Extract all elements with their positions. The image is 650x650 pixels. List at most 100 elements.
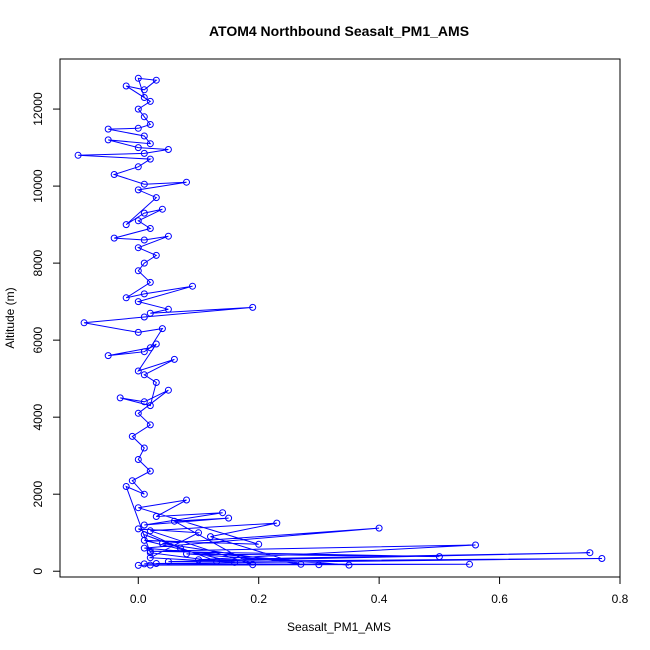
data-point [80,319,88,327]
data-point [146,554,154,562]
data-point [140,290,148,298]
y-tick-label: 4000 [31,404,45,431]
data-point [249,561,257,569]
data-point [152,194,160,202]
x-tick-label: 0.4 [371,592,388,606]
data-point [122,483,130,490]
x-tick-label: 0.2 [250,592,267,606]
data-point [134,74,142,82]
x-tick-label: 0.6 [491,592,508,606]
y-tick-label: 8000 [31,249,45,276]
data-point [140,313,148,321]
data-point [104,125,112,133]
data-point [225,514,233,522]
data-point [134,409,142,417]
data-point [375,524,383,532]
x-tick-label: 0.0 [130,592,147,606]
data-point [158,540,166,547]
data-point [134,124,142,132]
data-point [140,371,148,379]
data-point [146,467,154,475]
y-axis: 0 2000 4000 6000 8000 10000 12000 [31,92,60,575]
data-point [146,309,154,317]
x-tick-label: 0.8 [612,592,629,606]
data-point [134,525,142,533]
data-point [213,557,221,565]
data-point [110,234,118,242]
chart-title: ATOM4 Northbound Seasalt_PM1_AMS [209,23,469,39]
y-tick-label: 2000 [31,481,45,508]
data-point [146,402,154,410]
data-point [128,432,136,440]
data-point [134,217,142,225]
data-point [134,105,142,113]
data-point [134,367,142,375]
data-point [152,379,160,386]
series-line [78,77,602,566]
data-point [116,394,124,402]
data-point [146,140,154,148]
data-point [134,186,142,194]
data-point [164,386,172,394]
data-point [140,149,148,157]
data-point [134,298,142,306]
data-point [146,278,154,286]
x-axis: 0.0 0.2 0.4 0.6 0.8 [130,577,629,606]
data-point [435,553,443,561]
data-point [152,340,160,348]
data-point [176,544,184,552]
data-point [122,82,130,90]
data-point [598,555,606,562]
data-point [183,496,190,504]
data-point [152,251,160,259]
data-point [134,456,142,463]
data-series [74,74,606,569]
data-point [170,355,178,363]
data-point [164,146,172,153]
data-point [152,76,160,84]
data-point [140,209,148,217]
data-point [140,544,148,552]
data-point [140,531,148,539]
data-point [134,144,142,152]
data-point [273,519,281,527]
data-point [140,132,148,140]
data-point [146,527,154,535]
data-point [158,325,166,333]
data-point [146,421,154,429]
data-point [104,136,112,144]
data-point [146,97,154,105]
data-point [134,244,142,252]
y-tick-label: 6000 [31,326,45,353]
data-point [472,541,479,549]
data-point [134,267,142,275]
data-point [158,205,166,213]
data-point [586,549,594,557]
data-point [249,303,257,311]
data-point [146,549,154,557]
y-tick-label: 12000 [31,92,45,126]
data-point [466,560,473,568]
data-point [110,171,118,178]
data-point [140,180,148,188]
data-point [134,328,142,336]
data-point [146,121,154,128]
data-point [195,529,202,537]
data-point [164,232,172,240]
data-point [231,558,239,566]
plot-frame [59,58,621,578]
data-point [140,398,148,406]
data-point [183,550,190,558]
data-point [164,305,172,313]
data-point [122,294,130,302]
data-point [140,521,148,529]
data-point [140,259,148,267]
data-point [140,560,148,568]
data-point [74,151,82,159]
data-point [207,533,214,541]
data-point [128,477,136,485]
data-point [134,504,142,512]
data-point [122,221,130,229]
y-tick-label: 10000 [31,169,45,203]
